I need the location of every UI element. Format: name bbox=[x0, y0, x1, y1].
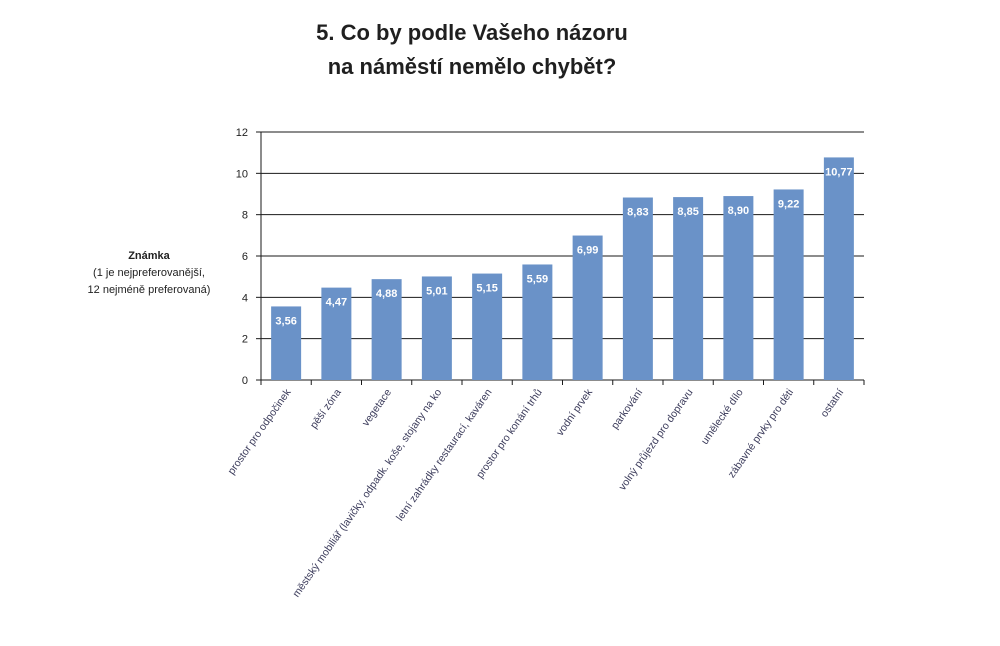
category-label: parkování bbox=[609, 387, 645, 432]
category-label: pěší zóna bbox=[308, 387, 344, 431]
bar bbox=[622, 197, 653, 380]
category-label: ostatní bbox=[818, 387, 846, 420]
chart-title-line-2: na náměstí nemělo chybět? bbox=[327, 54, 617, 79]
bar bbox=[371, 279, 402, 380]
data-label: 8,85 bbox=[677, 206, 698, 218]
chart-title-line-1: 5. Co by podle Vašeho názoru bbox=[316, 20, 628, 45]
y-tick-label: 2 bbox=[242, 334, 248, 346]
category-label: vodní prvek bbox=[554, 386, 595, 438]
bar bbox=[522, 264, 553, 380]
category-label: prostor pro odpočinek bbox=[225, 386, 294, 477]
bar bbox=[673, 197, 704, 380]
bar bbox=[472, 273, 503, 380]
data-label: 4,47 bbox=[326, 297, 347, 309]
data-label: 8,90 bbox=[728, 205, 749, 217]
category-label: letní zahrádky restaurací, kaváren bbox=[394, 387, 495, 524]
bar bbox=[572, 235, 603, 380]
y-tick-label: 10 bbox=[236, 168, 248, 180]
y-axis-label-line-3: 12 nejméně preferovaná) bbox=[87, 284, 211, 296]
bar bbox=[421, 276, 452, 380]
data-label: 5,01 bbox=[426, 285, 447, 297]
data-label: 5,59 bbox=[527, 273, 548, 285]
bar bbox=[723, 196, 754, 380]
y-tick-label: 8 bbox=[242, 210, 248, 222]
bar bbox=[321, 287, 352, 380]
bar bbox=[773, 189, 804, 380]
data-label: 5,15 bbox=[476, 283, 497, 295]
y-tick-label: 6 bbox=[242, 251, 248, 263]
data-label: 6,99 bbox=[577, 245, 598, 257]
y-axis-label-line-2: (1 je nejpreferovanější, bbox=[93, 267, 205, 279]
data-label: 3,56 bbox=[275, 315, 296, 327]
y-axis-label: Známka (1 je nejpreferovanější, 12 nejmé… bbox=[60, 248, 238, 299]
y-axis-label-title: Známka bbox=[128, 250, 170, 262]
data-label: 9,22 bbox=[778, 198, 799, 210]
y-tick-label: 0 bbox=[242, 375, 248, 387]
data-label: 10,77 bbox=[825, 166, 853, 178]
y-tick-label: 12 bbox=[236, 127, 248, 139]
chart-title: 5. Co by podle Vašeho názoru na náměstí … bbox=[0, 16, 944, 84]
category-label: vegetace bbox=[360, 387, 394, 429]
data-label: 8,83 bbox=[627, 207, 648, 219]
bar bbox=[823, 157, 854, 380]
category-label: umělecké dílo bbox=[699, 387, 746, 447]
data-label: 4,88 bbox=[376, 288, 397, 300]
y-tick-label: 4 bbox=[242, 292, 248, 304]
bar bbox=[271, 306, 302, 380]
